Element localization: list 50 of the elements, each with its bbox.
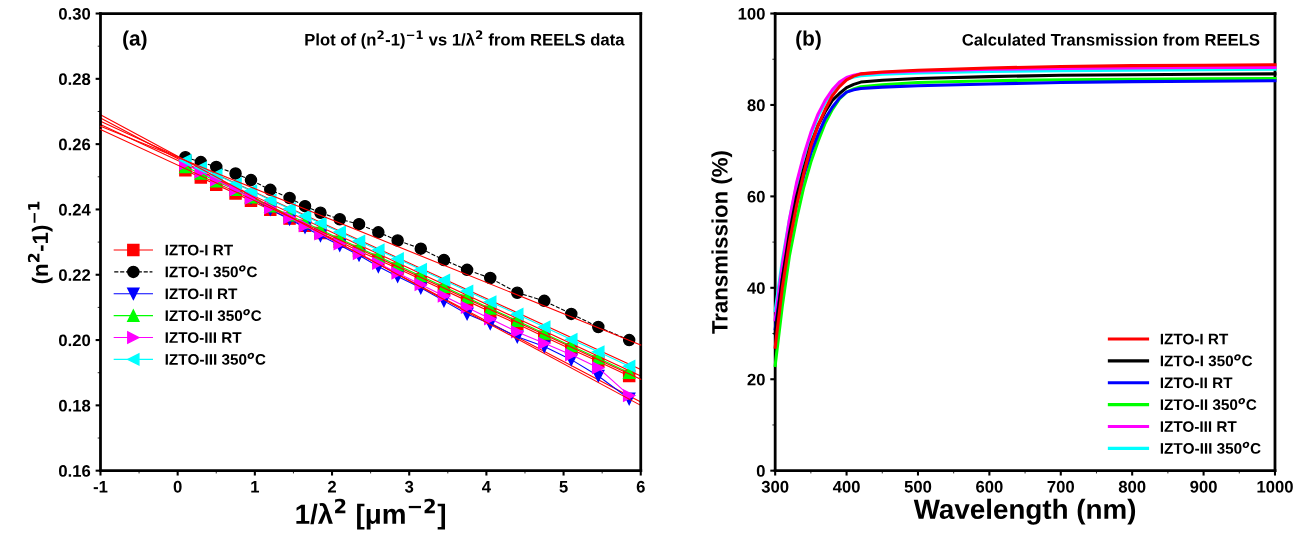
y-axis-title: Transmission (%)	[711, 151, 733, 334]
y-tick-label: 0.30	[58, 7, 91, 20]
legend-label: IZTO-I RT	[165, 244, 233, 256]
x-axis-title: Wavelength (nm)	[913, 498, 1136, 525]
x-tick-label: 600	[976, 480, 1003, 493]
x-tick-label: 500	[904, 480, 932, 493]
x-axis-title: 1/λ$^{2}$ [μm$^{−2}$]	[296, 498, 446, 530]
x-tick-label: 800	[1118, 480, 1146, 493]
y-tick-label: 0.22	[58, 269, 91, 281]
x-tick-label: 400	[832, 480, 860, 493]
y-tick-label: 100	[738, 7, 765, 20]
x-tick-label: 6	[636, 480, 645, 493]
legend-label: IZTO-III 350$^{o}$C	[165, 352, 266, 365]
annotation: (b)	[796, 30, 821, 50]
y-tick-label: 80	[747, 99, 765, 112]
legend-label: IZTO-II RT	[1160, 377, 1233, 389]
y-tick-label: 0.20	[58, 334, 91, 347]
x-tick-label: 700	[1047, 480, 1074, 493]
annotation: (a)	[123, 30, 147, 50]
legend-label: IZTO-I 350$^{o}$C	[165, 265, 258, 278]
y-axis-title: (n$^{2}$-1)$^{−1}$	[27, 201, 53, 284]
x-tick-label: 4	[482, 481, 491, 493]
y-tick-label: 0.16	[58, 465, 91, 477]
y-tick-label: 0.28	[58, 73, 91, 86]
x-tick-label: 1000	[1257, 480, 1293, 493]
y-tick-label: 60	[747, 190, 765, 203]
y-tick-label: 0.18	[58, 399, 91, 412]
legend-label: IZTO-I 350$^{o}$C	[1160, 354, 1253, 367]
legend-label: IZTO-III 350$^{o}$C	[1160, 441, 1261, 454]
x-tick-label: -1	[93, 481, 108, 493]
y-tick-label: 40	[747, 282, 765, 295]
legend-label: IZTO-I RT	[1160, 333, 1229, 345]
x-tick-label: 3	[404, 480, 414, 493]
x-tick-label: 0	[173, 480, 182, 493]
legend-label: IZTO-II 350$^{o}$C	[1160, 398, 1257, 411]
x-tick-label: 900	[1190, 480, 1217, 493]
legend-label: IZTO-II 350$^{o}$C	[165, 309, 262, 322]
legend-label: IZTO-III RT	[1160, 421, 1237, 433]
y-tick-label: 0	[756, 465, 765, 477]
x-tick-label: 1	[251, 481, 260, 493]
y-tick-label: 20	[747, 373, 765, 386]
x-tick-label: 5	[559, 481, 568, 493]
annotation: Calculated Transmission from REELS	[962, 33, 1260, 46]
x-tick-label: 300	[761, 480, 789, 493]
annotation: Plot of (n$^{2}$-1)$^{−1}$ vs 1/λ$^{2}$ from REELS data	[305, 30, 625, 49]
y-tick-label: 0.24	[58, 203, 91, 216]
y-tick-label: 0.26	[58, 138, 91, 151]
legend-label: IZTO-III RT	[165, 332, 242, 344]
legend-label: IZTO-II RT	[165, 288, 238, 300]
x-tick-label: 2	[327, 480, 336, 493]
